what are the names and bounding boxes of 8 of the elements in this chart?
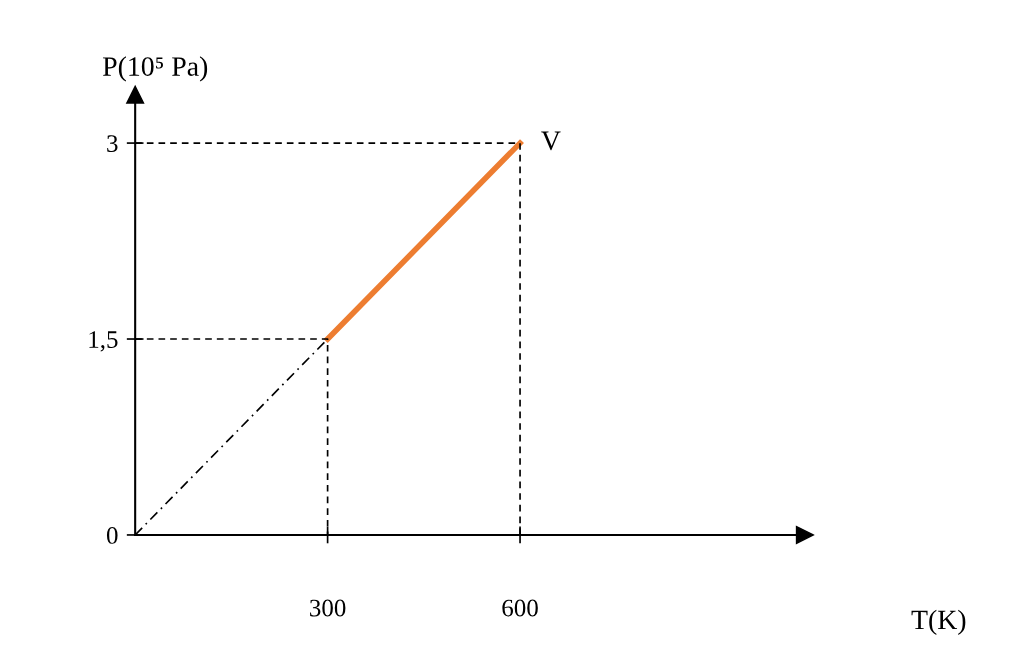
- annotation: V: [541, 131, 561, 151]
- x-axis-title: T(K): [911, 609, 966, 635]
- y-tick-label: 3: [107, 135, 118, 152]
- x-tick-label: 600: [502, 599, 538, 617]
- x-tick-label: 300: [310, 599, 346, 617]
- y-tick-label: 1,5: [89, 331, 118, 352]
- y-tick-label: 0: [106, 527, 118, 544]
- y-axis-title: P(10⁵ Pa): [102, 56, 208, 82]
